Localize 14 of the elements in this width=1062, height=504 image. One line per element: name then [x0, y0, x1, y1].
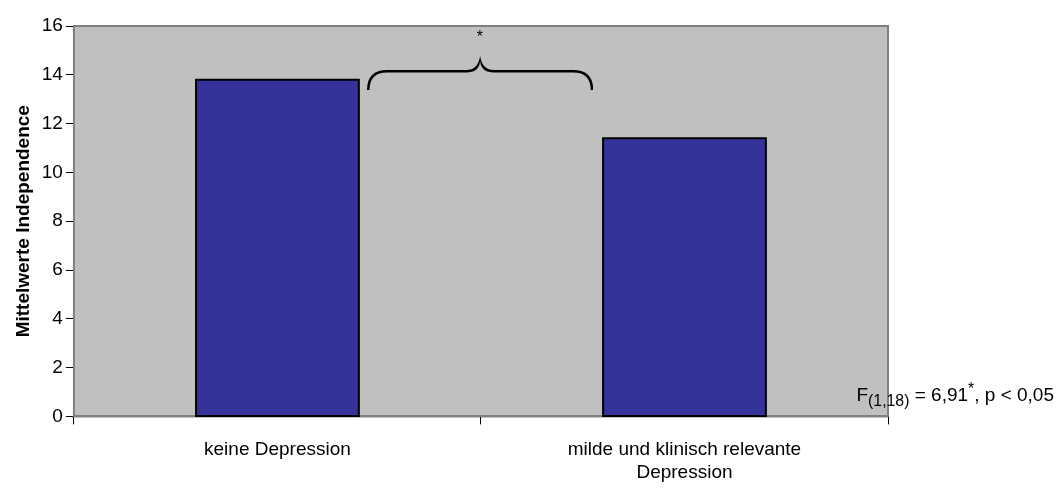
y-tick-label: 6	[52, 258, 63, 280]
y-axis-title: Mittelwerte Independence	[11, 105, 33, 338]
x-tick-label: keine Depression	[204, 438, 351, 460]
y-tick-label: 0	[52, 404, 63, 426]
y-tick-label: 12	[41, 111, 63, 133]
y-tick-label: 2	[52, 355, 63, 377]
y-tick-label: 10	[41, 160, 63, 182]
x-tick-label: milde und klinisch relevante Depression	[567, 438, 802, 482]
annotation: *	[475, 27, 485, 46]
y-tick-label: 8	[52, 209, 63, 231]
y-tick-label: 14	[41, 63, 64, 85]
y-tick-label: 16	[41, 14, 63, 36]
y-tick-label: 4	[52, 307, 64, 329]
annotation: F$_{(1,18)}$ = 6,91$^{*}$, p < 0,05	[856, 380, 1054, 411]
